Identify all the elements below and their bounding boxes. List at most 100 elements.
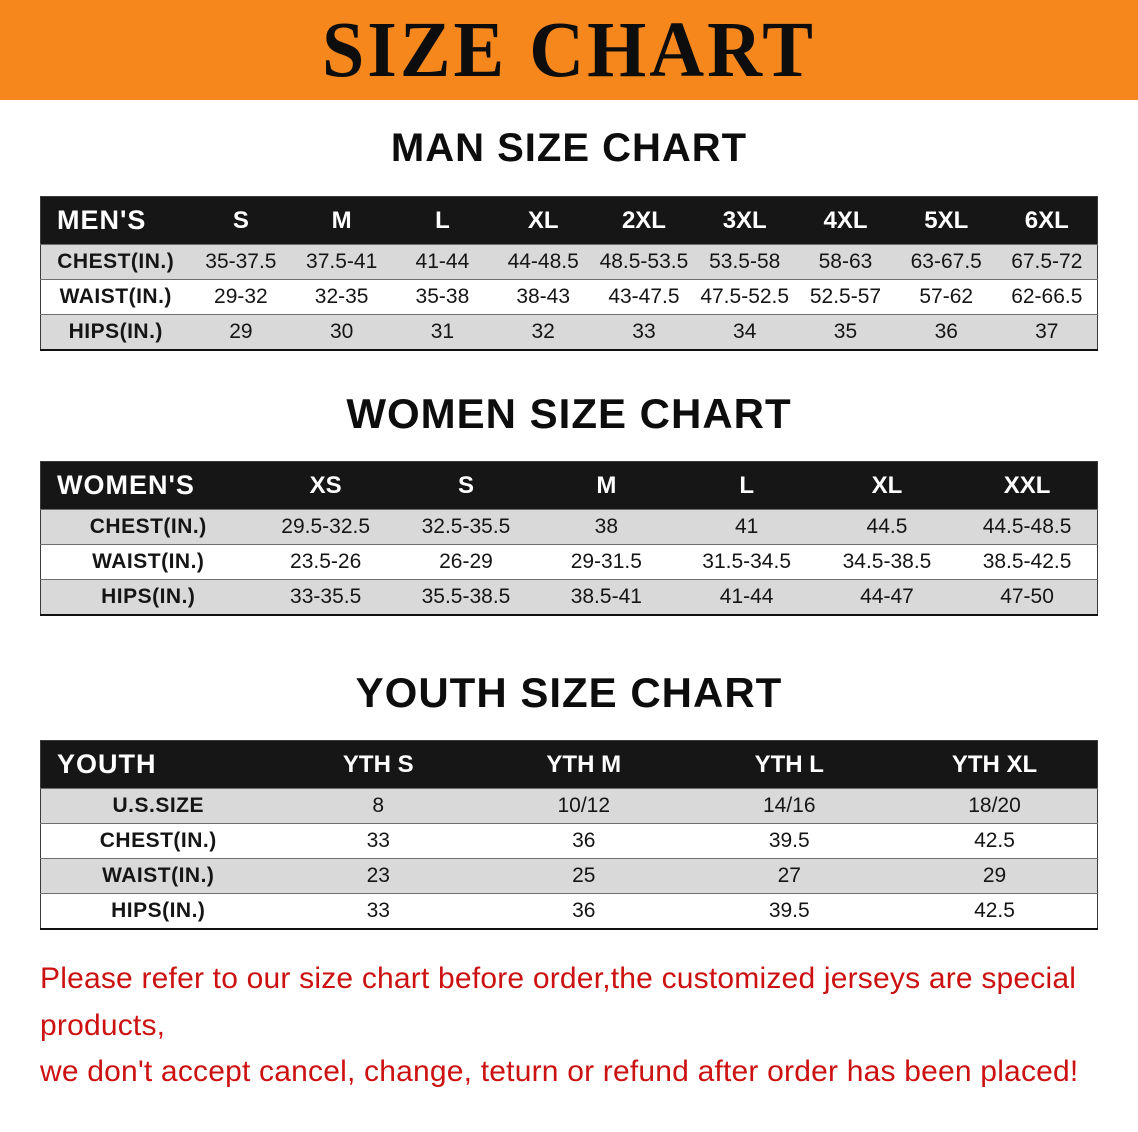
table-cell: 26-29 bbox=[395, 544, 537, 580]
column-header: 2XL bbox=[593, 196, 695, 245]
table-cell: 23 bbox=[275, 858, 481, 894]
table-cell: 44.5 bbox=[816, 509, 958, 545]
table-cell: 38 bbox=[536, 509, 677, 545]
table-title-cell: WOMEN'S bbox=[40, 461, 256, 510]
youth-size-table: YOUTH YTH S YTH M YTH L YTH XL U.S.SIZE 8 10/12… bbox=[40, 740, 1098, 931]
women-size-table: WOMEN'S XS S M L XL XXL CHEST(IN.) 29.5-32.5 32.5… bbox=[40, 461, 1098, 617]
table-header-row: WOMEN'S XS S M L XL XXL bbox=[40, 461, 1098, 510]
table-cell: 29-32 bbox=[190, 279, 292, 315]
table-cell: 47-50 bbox=[957, 579, 1098, 616]
table-cell: 33-35.5 bbox=[255, 579, 396, 616]
column-header: 4XL bbox=[795, 196, 896, 245]
column-header: L bbox=[676, 461, 817, 510]
column-header: L bbox=[392, 196, 493, 245]
table-cell: 35-38 bbox=[392, 279, 493, 315]
column-header: 3XL bbox=[694, 196, 796, 245]
row-label: HIPS(IN.) bbox=[40, 579, 256, 616]
table-cell: 25 bbox=[481, 858, 687, 894]
table-title-cell: MEN'S bbox=[40, 196, 191, 245]
column-header: M bbox=[291, 196, 393, 245]
table-cell: 32.5-35.5 bbox=[395, 509, 537, 545]
column-header: YTH XL bbox=[892, 740, 1098, 789]
table-cell: 29 bbox=[892, 858, 1098, 894]
table-cell: 38.5-42.5 bbox=[957, 544, 1098, 580]
table-cell: 37.5-41 bbox=[291, 244, 393, 280]
table-cell: 67.5-72 bbox=[996, 244, 1098, 280]
table-cell: 44-47 bbox=[816, 579, 958, 616]
table-cell: 35 bbox=[795, 314, 896, 350]
section-youth: YOUTH SIZE CHART YOUTH YTH S YTH M YTH L YTH… bbox=[0, 669, 1138, 931]
row-label: WAIST(IN.) bbox=[40, 279, 191, 315]
table-cell: 41 bbox=[676, 509, 817, 545]
men-size-table: MEN'S S M L XL 2XL 3XL 4XL 5XL 6XL CHEST(IN.) 35-37… bbox=[40, 196, 1098, 351]
table-title-cell: YOUTH bbox=[40, 740, 276, 789]
table-cell: 14/16 bbox=[686, 788, 892, 824]
table-row: CHEST(IN.) 35-37.5 37.5-41 41-44 44-48.5 48.5… bbox=[40, 244, 1098, 280]
table-cell: 29 bbox=[190, 314, 292, 350]
table-cell: 29.5-32.5 bbox=[255, 509, 396, 545]
column-header: XXL bbox=[957, 461, 1098, 510]
column-header: S bbox=[395, 461, 537, 510]
table-cell: 41-44 bbox=[392, 244, 493, 280]
column-header: YTH S bbox=[275, 740, 481, 789]
footer-note: Please refer to our size chart before or… bbox=[0, 956, 1138, 1096]
table-cell: 34 bbox=[694, 314, 796, 350]
table-cell: 33 bbox=[275, 893, 481, 930]
men-chart-heading: MAN SIZE CHART bbox=[390, 126, 748, 170]
table-cell: 34.5-38.5 bbox=[816, 544, 958, 580]
table-cell: 37 bbox=[996, 314, 1098, 350]
table-row: CHEST(IN.) 33 36 39.5 42.5 bbox=[40, 823, 1098, 859]
table-cell: 41-44 bbox=[676, 579, 817, 616]
table-cell: 27 bbox=[686, 858, 892, 894]
table-cell: 47.5-52.5 bbox=[694, 279, 796, 315]
table-cell: 32 bbox=[492, 314, 594, 350]
table-cell: 23.5-26 bbox=[255, 544, 396, 580]
table-cell: 44.5-48.5 bbox=[957, 509, 1098, 545]
banner-title: SIZE CHART bbox=[321, 6, 816, 94]
table-cell: 30 bbox=[291, 314, 393, 350]
table-cell: 18/20 bbox=[892, 788, 1098, 824]
column-header: XL bbox=[492, 196, 594, 245]
table-cell: 48.5-53.5 bbox=[593, 244, 695, 280]
row-label: CHEST(IN.) bbox=[40, 509, 256, 545]
table-cell: 29-31.5 bbox=[536, 544, 677, 580]
table-header-row: MEN'S S M L XL 2XL 3XL 4XL 5XL 6XL bbox=[40, 196, 1098, 245]
table-cell: 42.5 bbox=[892, 893, 1098, 930]
footer-line-1: Please refer to our size chart before or… bbox=[40, 962, 1077, 1042]
row-label: HIPS(IN.) bbox=[40, 314, 191, 350]
row-label: CHEST(IN.) bbox=[40, 244, 191, 280]
table-row: WAIST(IN.) 29-32 32-35 35-38 38-43 43-47.5 47.… bbox=[40, 279, 1098, 315]
table-cell: 36 bbox=[895, 314, 997, 350]
table-cell: 39.5 bbox=[686, 893, 892, 930]
table-header-row: YOUTH YTH S YTH M YTH L YTH XL bbox=[40, 740, 1098, 789]
table-cell: 32-35 bbox=[291, 279, 393, 315]
table-row: HIPS(IN.) 29 30 31 32 33 34 35 36 37 bbox=[40, 314, 1098, 350]
table-cell: 63-67.5 bbox=[895, 244, 997, 280]
women-chart-heading: WOMEN SIZE CHART bbox=[346, 390, 792, 437]
table-cell: 53.5-58 bbox=[694, 244, 796, 280]
table-cell: 39.5 bbox=[686, 823, 892, 859]
table-row: U.S.SIZE 8 10/12 14/16 18/20 bbox=[40, 788, 1098, 824]
column-header: M bbox=[536, 461, 677, 510]
column-header: XS bbox=[255, 461, 396, 510]
table-cell: 31.5-34.5 bbox=[676, 544, 817, 580]
table-row: WAIST(IN.) 23.5-26 26-29 29-31.5 31.5-34.5 34… bbox=[40, 544, 1098, 580]
table-row: HIPS(IN.) 33 36 39.5 42.5 bbox=[40, 893, 1098, 930]
section-women: WOMEN SIZE CHART WOMEN'S XS S M L XL XXL CHEST(… bbox=[0, 390, 1138, 617]
table-cell: 35.5-38.5 bbox=[395, 579, 537, 616]
table-cell: 36 bbox=[481, 823, 687, 859]
table-cell: 42.5 bbox=[892, 823, 1098, 859]
column-header: 5XL bbox=[895, 196, 997, 245]
youth-chart-heading: YOUTH SIZE CHART bbox=[355, 669, 783, 717]
table-cell: 35-37.5 bbox=[190, 244, 292, 280]
table-row: HIPS(IN.) 33-35.5 35.5-38.5 38.5-41 41-44 44-… bbox=[40, 579, 1098, 616]
column-header: YTH L bbox=[686, 740, 892, 789]
table-cell: 33 bbox=[593, 314, 695, 350]
table-cell: 62-66.5 bbox=[996, 279, 1098, 315]
banner: SIZE CHART bbox=[0, 0, 1138, 100]
table-row: WAIST(IN.) 23 25 27 29 bbox=[40, 858, 1098, 894]
table-cell: 31 bbox=[392, 314, 493, 350]
table-cell: 44-48.5 bbox=[492, 244, 594, 280]
row-label: WAIST(IN.) bbox=[40, 544, 256, 580]
column-header: XL bbox=[816, 461, 958, 510]
